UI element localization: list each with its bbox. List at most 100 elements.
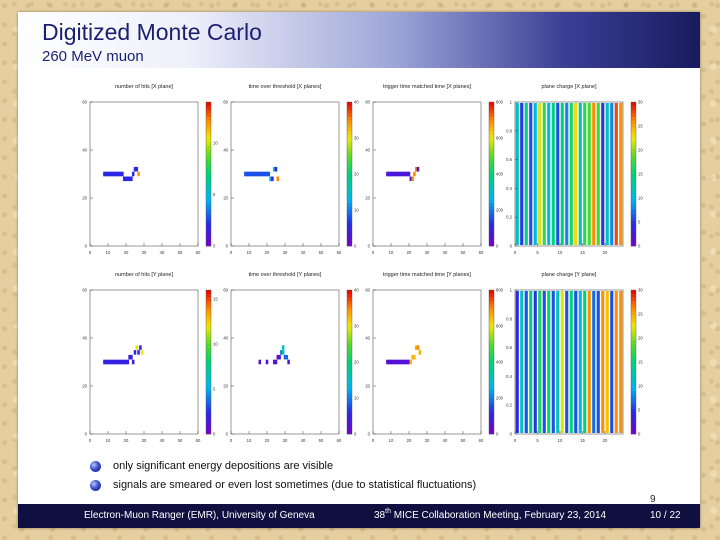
color-scale-label: 600 (496, 324, 504, 329)
heatmap-cell (112, 171, 115, 177)
color-scale-band (489, 293, 494, 298)
heatmap-cell (121, 171, 124, 177)
color-scale-label: 10 (213, 342, 218, 347)
color-scale-band (631, 315, 636, 320)
color-scale-band (206, 123, 211, 128)
color-scale-band (631, 408, 636, 413)
footer-bar: Electron-Muon Ranger (EMR), University o… (18, 504, 700, 528)
color-scale-label: 5 (213, 387, 216, 392)
heatmap-cell (276, 354, 280, 360)
color-scale-band (631, 308, 636, 312)
color-scale-band (489, 322, 494, 327)
color-scale-band (489, 217, 494, 222)
color-scale-band (347, 398, 352, 402)
y-tick-label: 0.2 (506, 403, 512, 408)
color-scale-band (631, 105, 636, 110)
charge-bar (569, 291, 573, 433)
heatmap-cell (110, 359, 113, 365)
color-scale-band (631, 423, 636, 428)
heatmap-cell (413, 354, 416, 360)
color-scale-band (631, 217, 636, 222)
x-tick-label: 60 (479, 438, 484, 443)
color-scale-band (489, 210, 494, 214)
charge-bar (578, 103, 582, 245)
color-scale-label: 40 (354, 288, 359, 293)
x-tick-label: 20 (124, 438, 129, 443)
charge-bar (524, 103, 528, 245)
color-scale-label: 20 (354, 360, 359, 365)
x-tick-label: 0 (230, 250, 233, 255)
color-scale-band (206, 102, 211, 106)
color-scale-band (631, 426, 636, 431)
color-scale-band (206, 120, 211, 124)
charge-bar (529, 103, 533, 245)
x-tick-label: 20 (265, 250, 270, 255)
color-scale-band (347, 344, 352, 348)
color-scale-band (489, 159, 494, 164)
charge-bar (551, 103, 555, 245)
heatmap-cell (396, 171, 400, 177)
color-scale-band (489, 130, 494, 135)
plots-grid: number of hits [X plane]0 10 20 30 40 50 60020… (82, 84, 643, 443)
color-scale-band (631, 145, 636, 150)
color-scale-frame (205, 101, 212, 247)
color-scale-band (631, 376, 636, 381)
color-scale-band (347, 326, 352, 330)
panel-title: time over threshold [X planes] (249, 84, 322, 90)
x-tick-label: 20 (603, 438, 608, 443)
color-scale-band (206, 166, 211, 171)
color-scale-band (347, 347, 352, 352)
heatmap-cell (280, 350, 283, 355)
color-scale-band (631, 130, 636, 135)
y-tick-label: 0 (226, 432, 229, 437)
color-scale-band (489, 148, 494, 153)
color-scale-band (206, 408, 211, 413)
heatmap-cell (131, 359, 135, 365)
charge-bar (515, 103, 519, 245)
color-scale-band (347, 308, 352, 312)
color-scale-band (489, 336, 494, 341)
y-tick-label: 0 (85, 244, 88, 249)
heatmap-cell (119, 171, 122, 177)
color-scale-band (631, 159, 636, 164)
color-scale-band (206, 412, 211, 417)
charge-bar (538, 291, 542, 433)
color-scale-band (206, 163, 211, 168)
color-scale-band (206, 365, 211, 370)
x-tick-label: 30 (142, 250, 147, 255)
color-scale-frame (346, 101, 353, 247)
color-scale-label: 10 (354, 208, 359, 213)
charge-bar (610, 103, 614, 245)
charge-bar (529, 291, 533, 433)
color-scale-band (206, 290, 211, 294)
color-scale-band (206, 138, 211, 142)
color-scale-band (489, 354, 494, 359)
color-scale-band (206, 174, 211, 178)
color-scale-band (206, 130, 211, 135)
heatmap-cell (389, 171, 393, 177)
footer-meeting: 38th MICE Collaboration Meeting, Februar… (374, 508, 606, 521)
color-scale-band (347, 202, 352, 207)
color-scale-band (489, 344, 494, 348)
color-scale-band (631, 192, 636, 196)
color-scale-band (347, 152, 352, 157)
color-scale-band (206, 405, 211, 410)
charge-bar (533, 291, 537, 433)
charge-bar (560, 291, 564, 433)
color-scale-band (347, 120, 352, 124)
y-tick-label: 20 (223, 384, 228, 389)
x-tick-label: 20 (407, 438, 412, 443)
x-tick-label: 30 (142, 438, 147, 443)
heatmap-cell (416, 166, 420, 172)
x-tick-label: 0 (514, 250, 517, 255)
color-scale-band (631, 174, 636, 178)
color-scale-band (206, 358, 211, 363)
heatmap-cell (405, 359, 409, 365)
y-tick-label: 0.6 (506, 157, 512, 162)
x-tick-label: 30 (283, 438, 288, 443)
x-tick-label: 60 (196, 438, 201, 443)
color-scale-band (631, 405, 636, 410)
x-tick-label: 20 (265, 438, 270, 443)
heatmap-cell (278, 354, 281, 360)
color-scale-label: 15 (638, 172, 643, 177)
